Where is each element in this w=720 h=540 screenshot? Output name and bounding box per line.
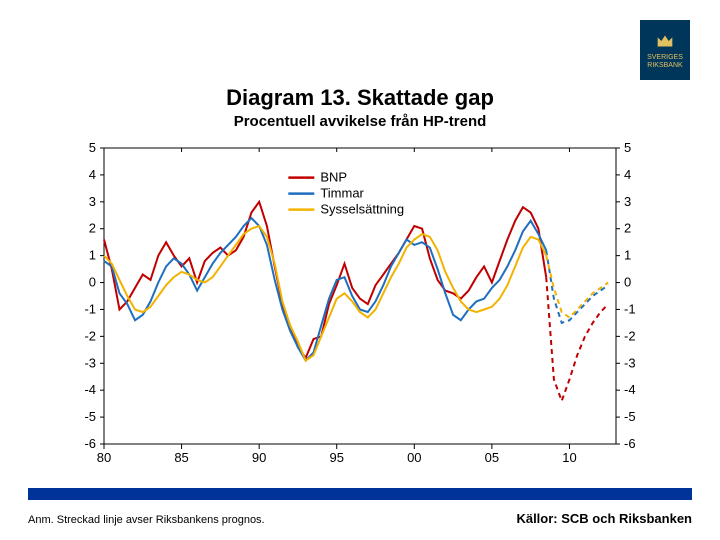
footnote: Anm. Streckad linje avser Riksbankens pr… <box>28 514 265 526</box>
svg-text:4: 4 <box>89 167 96 182</box>
footer: Anm. Streckad linje avser Riksbankens pr… <box>28 511 692 526</box>
svg-text:BNP: BNP <box>320 170 347 185</box>
svg-text:-6: -6 <box>624 436 636 451</box>
svg-text:-4: -4 <box>84 382 96 397</box>
line-chart: -6-6-5-5-4-4-3-3-2-2-1-10011223344558085… <box>70 140 650 470</box>
svg-text:2: 2 <box>624 221 631 236</box>
title-block: Diagram 13. Skattade gap Procentuell avv… <box>0 85 720 130</box>
svg-text:0: 0 <box>89 275 96 290</box>
svg-text:3: 3 <box>89 194 96 209</box>
svg-text:00: 00 <box>407 450 421 465</box>
svg-text:-2: -2 <box>84 328 96 343</box>
logo-text: SVERIGES RIKSBANK <box>640 54 690 69</box>
chart-area: -6-6-5-5-4-4-3-3-2-2-1-10011223344558085… <box>70 140 650 470</box>
chart-subtitle: Procentuell avvikelse från HP-trend <box>0 113 720 130</box>
svg-text:-5: -5 <box>624 409 636 424</box>
svg-text:-1: -1 <box>624 301 636 316</box>
svg-text:-4: -4 <box>624 382 636 397</box>
svg-text:-3: -3 <box>624 355 636 370</box>
svg-text:1: 1 <box>89 248 96 263</box>
svg-text:85: 85 <box>174 450 188 465</box>
svg-text:-3: -3 <box>84 355 96 370</box>
svg-text:Timmar: Timmar <box>320 186 364 201</box>
divider-bar <box>28 488 692 500</box>
svg-text:05: 05 <box>485 450 499 465</box>
svg-text:-5: -5 <box>84 409 96 424</box>
svg-text:-6: -6 <box>84 436 96 451</box>
source-text: Källor: SCB och Riksbanken <box>516 511 692 526</box>
svg-text:90: 90 <box>252 450 266 465</box>
svg-text:95: 95 <box>329 450 343 465</box>
svg-text:3: 3 <box>624 194 631 209</box>
riksbank-logo: SVERIGES RIKSBANK <box>640 20 690 80</box>
svg-text:0: 0 <box>624 275 631 290</box>
svg-text:5: 5 <box>624 140 631 155</box>
svg-text:2: 2 <box>89 221 96 236</box>
svg-text:-1: -1 <box>84 301 96 316</box>
slide: SVERIGES RIKSBANK Diagram 13. Skattade g… <box>0 0 720 540</box>
chart-title: Diagram 13. Skattade gap <box>0 85 720 111</box>
crown-icon <box>654 30 676 52</box>
svg-text:Sysselsättning: Sysselsättning <box>320 202 404 217</box>
svg-text:4: 4 <box>624 167 631 182</box>
svg-text:-2: -2 <box>624 328 636 343</box>
svg-text:10: 10 <box>562 450 576 465</box>
svg-text:80: 80 <box>97 450 111 465</box>
svg-text:1: 1 <box>624 248 631 263</box>
svg-text:5: 5 <box>89 140 96 155</box>
